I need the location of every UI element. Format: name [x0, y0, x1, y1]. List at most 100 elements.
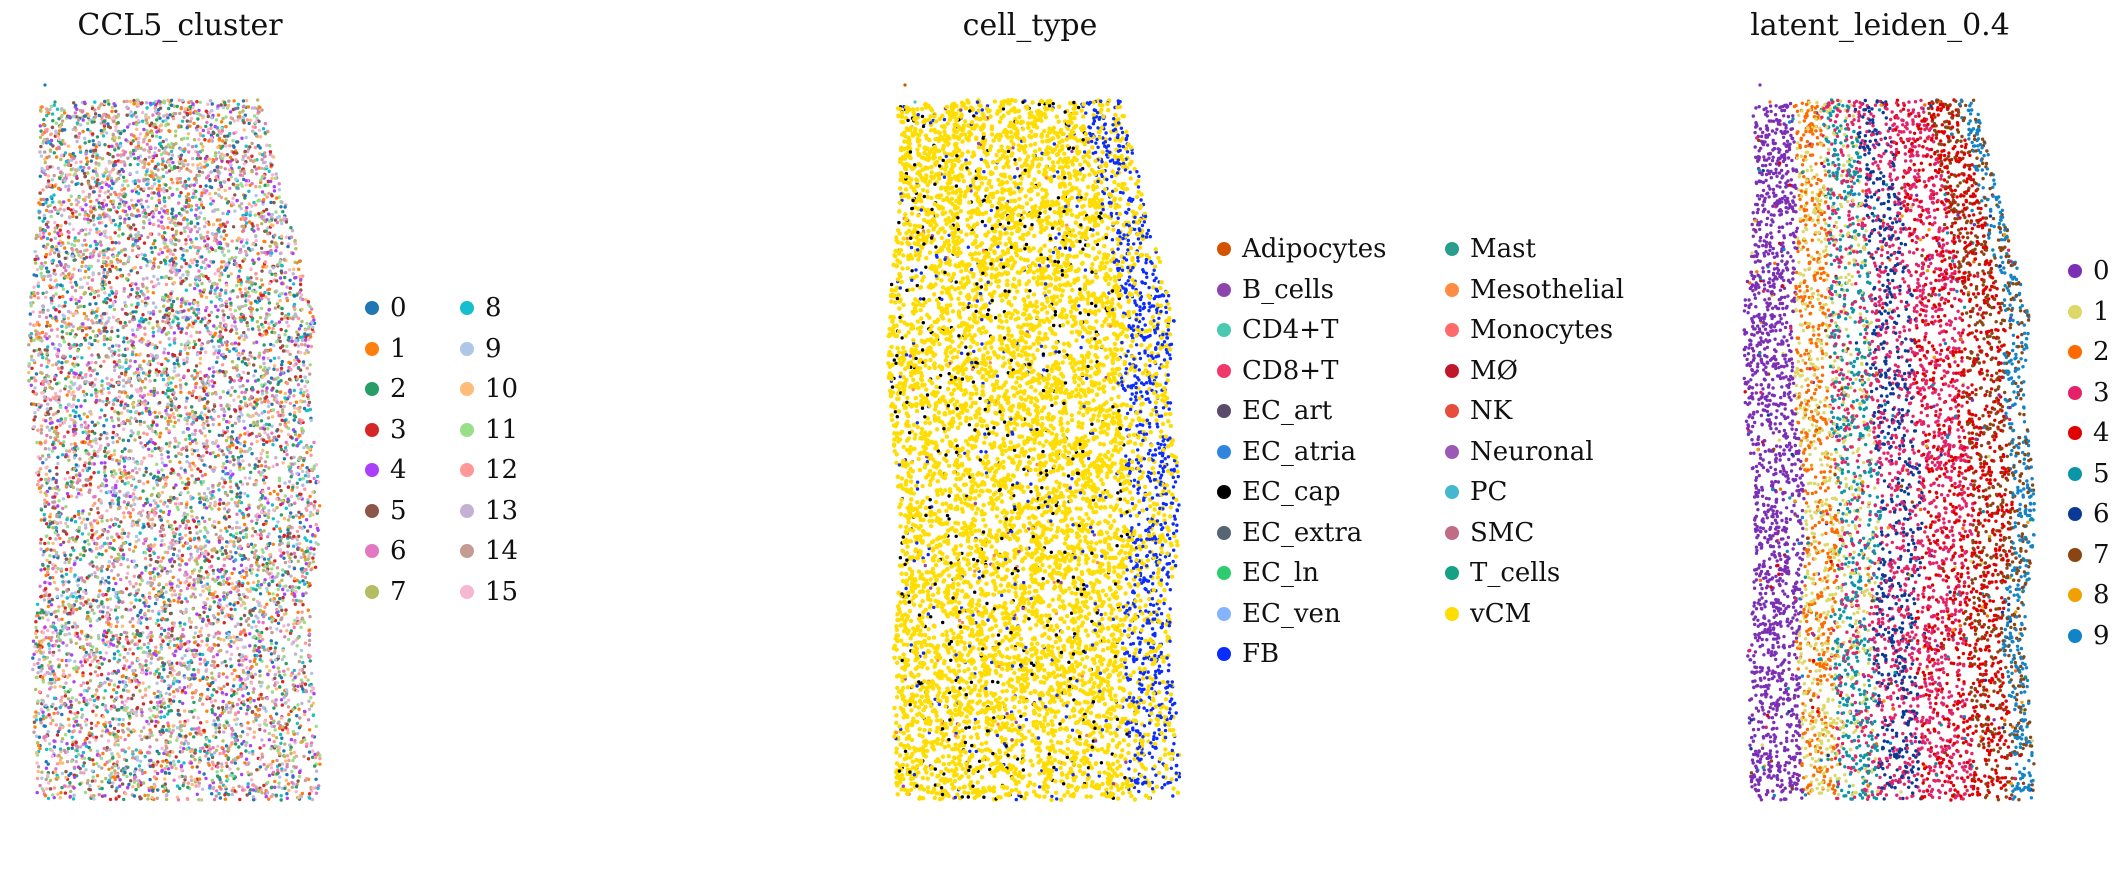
- scatter-point: [134, 353, 138, 357]
- scatter-point: [55, 107, 60, 111]
- scatter-point: [144, 173, 148, 177]
- scatter-point: [122, 515, 127, 519]
- scatter-point: [223, 141, 227, 145]
- scatter-point: [184, 597, 188, 601]
- scatter-point: [252, 730, 257, 734]
- scatter-point: [95, 227, 99, 231]
- scatter-point: [44, 201, 48, 205]
- scatter-point: [112, 307, 117, 312]
- scatter-point: [167, 337, 171, 341]
- scatter-point: [188, 464, 192, 469]
- scatter-point: [281, 598, 285, 602]
- scatter-point: [229, 607, 233, 611]
- scatter-point: [95, 320, 99, 325]
- scatter-point: [197, 269, 201, 273]
- scatter-point: [69, 789, 73, 794]
- scatter-point: [289, 456, 294, 460]
- scatter-point: [137, 639, 142, 643]
- scatter-point: [139, 202, 143, 206]
- scatter-point: [34, 372, 39, 376]
- scatter-point: [146, 797, 150, 801]
- scatter-point: [286, 553, 291, 557]
- scatter-point: [284, 217, 289, 222]
- scatter-point: [128, 515, 133, 519]
- scatter-point: [222, 730, 226, 734]
- scatter-point: [311, 513, 315, 517]
- scatter-point: [122, 655, 126, 660]
- scatter-point: [259, 306, 264, 311]
- scatter-point: [224, 753, 228, 758]
- scatter-point: [269, 652, 274, 656]
- scatter-point: [29, 402, 34, 406]
- scatter-point: [290, 770, 294, 774]
- scatter-point: [126, 696, 130, 701]
- scatter-point: [215, 770, 219, 774]
- scatter-point: [194, 525, 199, 529]
- scatter-point: [31, 310, 35, 314]
- scatter-point: [265, 664, 269, 669]
- scatter-point: [43, 541, 47, 546]
- scatter-point: [100, 779, 104, 784]
- scatter-point: [108, 501, 112, 506]
- scatter-point: [203, 472, 207, 477]
- scatter-point: [71, 227, 75, 231]
- chart-title: CCL5_cluster: [77, 8, 282, 43]
- scatter-point: [64, 769, 68, 774]
- scatter-point: [42, 512, 46, 517]
- scatter-point: [206, 130, 211, 135]
- scatter-point: [180, 553, 185, 558]
- scatter-point: [134, 539, 139, 544]
- scatter-point: [257, 328, 261, 332]
- scatter-point: [241, 535, 246, 540]
- scatter-point: [125, 99, 129, 104]
- scatter-point: [216, 444, 220, 448]
- scatter-point: [251, 526, 255, 531]
- scatter-point: [60, 785, 64, 790]
- scatter-point: [165, 189, 169, 193]
- scatter-point: [57, 310, 62, 314]
- scatter-point: [55, 631, 59, 635]
- scatter-point: [195, 531, 199, 535]
- scatter-point: [247, 286, 252, 290]
- scatter-point: [263, 290, 267, 295]
- scatter-point: [227, 99, 231, 103]
- scatter-point: [216, 663, 220, 668]
- scatter-point: [121, 474, 126, 478]
- scatter-point: [38, 541, 43, 545]
- scatter-point: [279, 366, 284, 371]
- scatter-point: [222, 413, 226, 418]
- scatter-point: [238, 797, 242, 802]
- scatter-point: [74, 754, 78, 759]
- scatter-point: [39, 568, 43, 572]
- scatter-point: [260, 791, 264, 795]
- scatter-point: [148, 503, 153, 507]
- scatter-point: [232, 259, 237, 263]
- scatter-point: [258, 674, 262, 678]
- scatter-point: [95, 519, 99, 523]
- scatter-point: [248, 744, 253, 748]
- scatter-point: [238, 465, 242, 469]
- scatter-point: [239, 400, 243, 404]
- scatter-point: [286, 324, 291, 328]
- scatter-point: [165, 170, 169, 175]
- scatter-point: [133, 334, 138, 339]
- scatter-point: [184, 526, 188, 530]
- scatter-point: [136, 367, 140, 371]
- scatter-point: [131, 624, 135, 628]
- scatter-point: [141, 509, 145, 513]
- scatter-point: [245, 321, 249, 325]
- scatter-point: [227, 525, 231, 529]
- scatter-point: [76, 711, 80, 715]
- scatter-point: [231, 366, 236, 370]
- scatter-point: [93, 112, 98, 116]
- scatter-point: [257, 620, 261, 624]
- scatter-point: [144, 672, 149, 676]
- scatter-point: [96, 485, 101, 489]
- scatter-point: [264, 329, 268, 333]
- scatter-point: [67, 652, 71, 656]
- scatter-point: [236, 687, 240, 692]
- scatter-point: [293, 652, 298, 656]
- scatter-point: [43, 504, 47, 509]
- scatter-point: [150, 159, 154, 163]
- scatter-point: [95, 506, 100, 511]
